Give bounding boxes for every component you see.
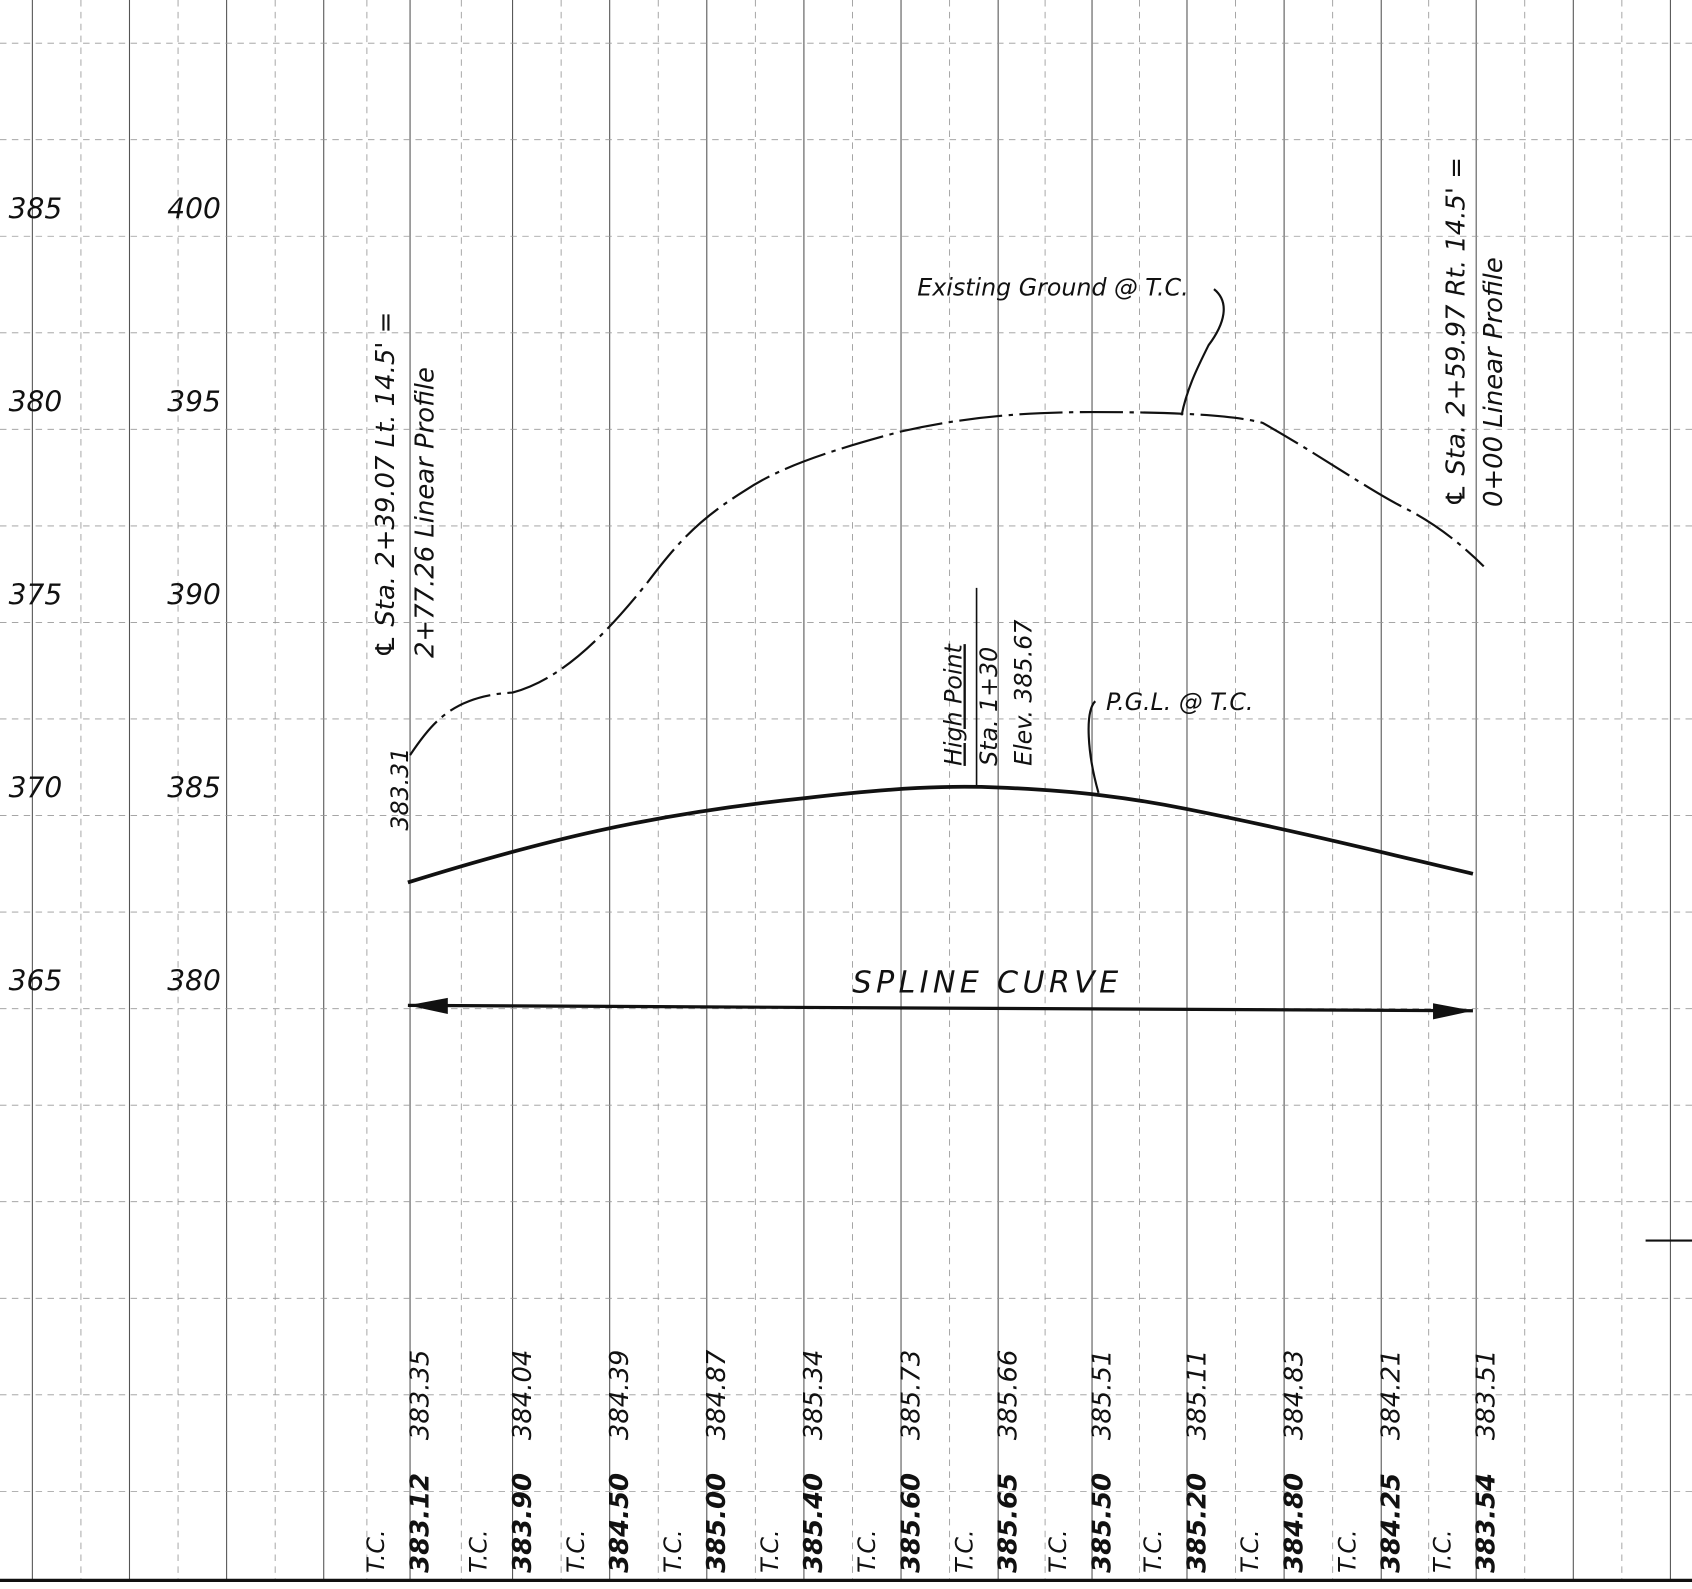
existing-elevation: 383.51 xyxy=(1471,1350,1501,1441)
high-point: Sta. 1+30 xyxy=(975,647,1003,766)
scale-label: 385 xyxy=(9,192,63,225)
proposed-elevation: 383.12 xyxy=(405,1473,435,1573)
begin-note: ℄ Sta. 2+39.07 Lt. 14.5' = xyxy=(371,312,401,658)
existing-elevation: 385.66 xyxy=(993,1350,1023,1441)
tc-label: T.C. xyxy=(853,1529,881,1572)
existing-elevation: 384.87 xyxy=(702,1349,732,1440)
tc-label: T.C. xyxy=(659,1529,687,1572)
proposed-elevation: 384.80 xyxy=(1279,1473,1309,1573)
scale-label: 380 xyxy=(9,385,63,418)
page: {"scale_left": ["385", "380", "375", "37… xyxy=(0,0,1692,1589)
tc-label: T.C. xyxy=(362,1529,390,1572)
pgl-label: P.G.L. @ T.C. xyxy=(1106,688,1253,716)
proposed-elevation: 385.60 xyxy=(896,1473,926,1573)
leader-arrow xyxy=(1089,701,1099,793)
tc-label: T.C. xyxy=(1139,1529,1167,1572)
end-note: 0+00 Linear Profile xyxy=(1479,257,1509,507)
scale-label: 390 xyxy=(167,579,221,612)
proposed-elevation: 385.40 xyxy=(799,1473,829,1573)
proposed-elevation: 383.90 xyxy=(508,1473,538,1573)
profile-sheet: Existing Ground @ T.C. P.G.L. @ T.C. SPL… xyxy=(0,0,1692,1589)
existing-elevation: 384.04 xyxy=(508,1350,538,1441)
existing-elevation: 384.21 xyxy=(1377,1350,1407,1441)
proposed-elevation: 385.00 xyxy=(702,1473,732,1573)
tc-label: T.C. xyxy=(465,1529,493,1572)
existing-elevation: 383.35 xyxy=(405,1350,435,1441)
grid xyxy=(0,0,1692,1580)
scale-label: 385 xyxy=(167,772,221,805)
scale-label: 365 xyxy=(9,965,63,998)
leader-arrow xyxy=(1182,289,1224,415)
high-point: Elev. 385.67 xyxy=(1010,620,1038,766)
tc-label: T.C. xyxy=(950,1529,978,1572)
proposed-elevation: 385.20 xyxy=(1182,1473,1212,1573)
start-elevation: 383.31 xyxy=(386,748,414,831)
proposed-elevation: 385.65 xyxy=(993,1473,1023,1573)
arrow-head xyxy=(1433,1003,1473,1019)
scale-label: 370 xyxy=(9,772,63,805)
existing-elevation: 385.51 xyxy=(1087,1350,1117,1441)
scale-label: 400 xyxy=(167,192,221,225)
scale-label: 375 xyxy=(9,579,63,612)
arrow-head xyxy=(408,998,448,1014)
existing-elevation: 384.39 xyxy=(605,1350,635,1441)
high-point: High Point xyxy=(939,642,967,765)
end-note: ℄ Sta. 2+59.97 Rt. 14.5' = xyxy=(1441,157,1471,507)
existing-elevation: 385.34 xyxy=(799,1350,829,1441)
tc-label: T.C. xyxy=(1236,1529,1264,1572)
begin-note: 2+77.26 Linear Profile xyxy=(411,367,441,658)
tc-label: T.C. xyxy=(562,1529,590,1572)
scale-label: 395 xyxy=(167,385,221,418)
tc-label: T.C. xyxy=(1333,1529,1361,1572)
tc-label: T.C. xyxy=(756,1529,784,1572)
pgl-line xyxy=(408,787,1473,883)
existing-elevation: 385.73 xyxy=(896,1350,926,1441)
existing-ground-label: Existing Ground @ T.C. xyxy=(917,274,1188,302)
tc-label: T.C. xyxy=(1428,1529,1456,1572)
existing-elevation: 385.11 xyxy=(1182,1350,1212,1441)
proposed-elevation: 385.50 xyxy=(1087,1473,1117,1573)
existing-elevation: 384.83 xyxy=(1279,1350,1309,1441)
proposed-elevation: 384.25 xyxy=(1377,1473,1407,1573)
scale-label: 380 xyxy=(167,965,221,998)
spline-arrow xyxy=(408,1005,1473,1010)
curve-label: SPLINE CURVE xyxy=(852,965,1122,1000)
proposed-elevation: 383.54 xyxy=(1471,1473,1501,1573)
tc-label: T.C. xyxy=(1044,1529,1072,1572)
proposed-elevation: 384.50 xyxy=(605,1473,635,1573)
